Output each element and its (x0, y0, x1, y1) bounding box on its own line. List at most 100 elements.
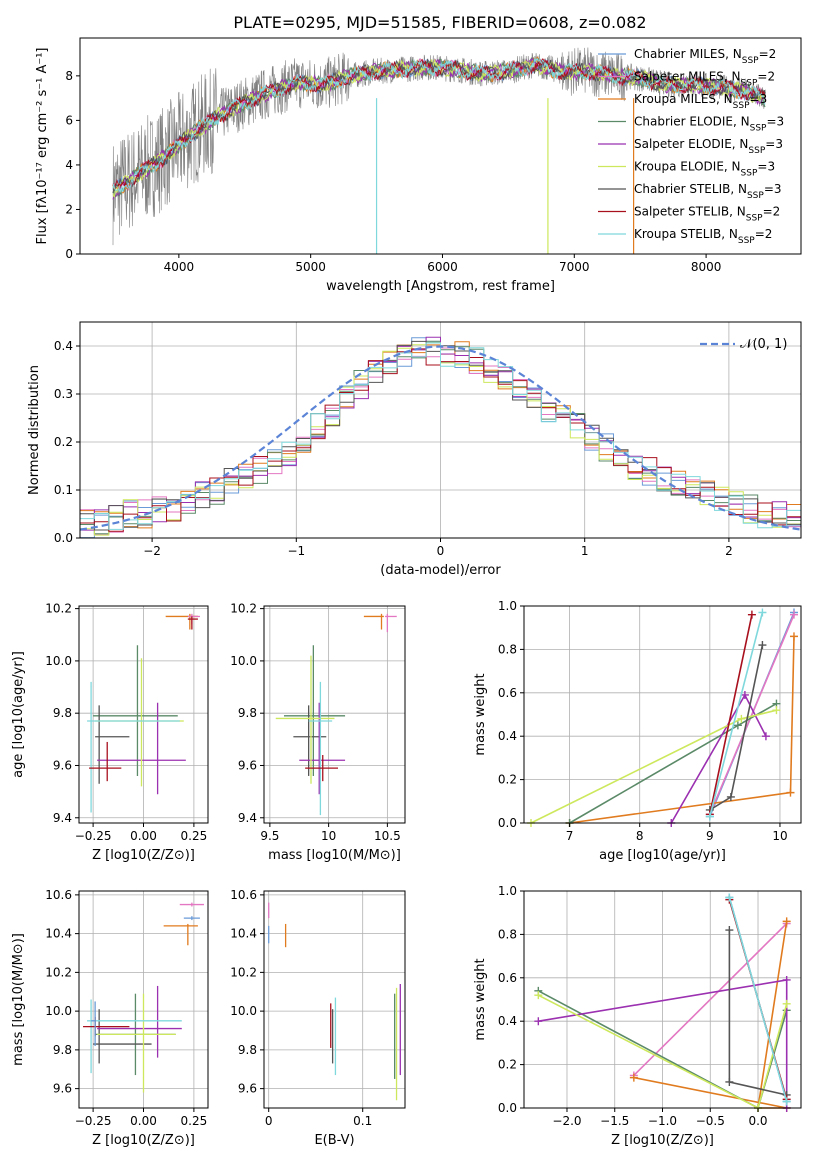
legend-label: Chabrier MILES, NSSP=2 (634, 47, 776, 66)
x-tick-label: −1 (287, 544, 305, 558)
y-tick-label: 10.2 (45, 965, 72, 979)
x-tick-label: 9.5 (260, 829, 279, 843)
legend-nssp: =3 (764, 182, 782, 196)
legend-label: Kroupa STELIB, NSSP=2 (634, 227, 772, 246)
plot-frame (79, 37, 802, 255)
y-axis-label: Normed distribution (27, 365, 42, 495)
y-tick-label: 1.0 (498, 599, 517, 613)
y-tick-label: 10.6 (45, 888, 72, 902)
y-tick-label: 0.6 (498, 971, 517, 985)
weight-series-line (569, 702, 777, 824)
y-tick-label: 0.0 (498, 1101, 517, 1115)
spectrum-data-line (112, 47, 766, 246)
legend-subscript: SSP (746, 214, 763, 224)
weight-series-line (530, 709, 777, 824)
x-tick-label: 5000 (295, 260, 326, 274)
legend-nssp: =3 (766, 115, 784, 129)
y-tick-label: 10.0 (45, 654, 72, 668)
y-tick-label: 9.4 (53, 811, 72, 825)
age-vs-metallicity-panel: −0.25 0.00 0.25 9.4 9.6 9.8 10.0 10.2 Z [log10(Z… (11, 602, 209, 863)
x-tick-label: 0.00 (130, 1114, 157, 1128)
y-tick-label: 1.0 (498, 884, 517, 898)
weight-point-marker (786, 788, 795, 797)
x-axis-label: Z [log10(Z/Z⊙)] (611, 1133, 714, 1148)
x-tick-label: 0.00 (130, 829, 157, 843)
y-tick-label: 6 (65, 113, 73, 127)
weight-vs-age-panel: 7 8 9 10 0.0 0.2 0.4 0.6 0.8 1.0 age [log10(age/yr… (473, 599, 802, 863)
x-tick-label: −2 (143, 544, 161, 558)
y-tick-label: 9.8 (238, 706, 257, 720)
weight-point-marker (782, 917, 791, 926)
y-tick-label: 10.2 (230, 965, 257, 979)
legend-nssp: =2 (763, 205, 781, 219)
x-axis-label: wavelength [Angstrom, rest frame] (326, 279, 555, 294)
y-tick-label: 0.2 (54, 435, 73, 449)
y-tick-label: 0 (65, 247, 73, 261)
y-axis-label: Flux [fλ10⁻¹⁷ erg cm⁻² s⁻¹ A⁻¹] (35, 48, 50, 245)
x-tick-label: 0.0 (748, 1114, 767, 1128)
y-tick-label: 0.4 (54, 339, 73, 353)
age-vs-mass-panel: 9.5 10 10.5 9.4 9.6 9.8 10.0 10.2 mass [log10(M/… (230, 602, 406, 863)
weight-point-marker (747, 610, 756, 619)
y-tick-label: 0.8 (498, 927, 517, 941)
weight-series-line (709, 612, 764, 817)
y-tick-label: 0.3 (54, 387, 73, 401)
weight-point-marker (705, 812, 714, 821)
x-tick-label: 10.5 (374, 829, 401, 843)
x-tick-label: 0 (437, 544, 445, 558)
y-tick-label: 4 (65, 158, 73, 172)
x-tick-label: 1 (581, 544, 589, 558)
weight-series-line (709, 614, 753, 815)
legend-nssp: =2 (759, 47, 777, 61)
weight-point-marker (761, 732, 770, 741)
x-tick-label: −2.0 (552, 1114, 581, 1128)
y-axis-label: age [log10(age/yr)] (11, 651, 26, 778)
y-tick-label: 9.4 (238, 811, 257, 825)
plot-frame (263, 605, 406, 824)
plot-frame (523, 605, 802, 824)
model-fit-salpeter_elodie (112, 57, 766, 200)
y-tick-label: 10.2 (45, 602, 72, 616)
weight-series-line (569, 636, 795, 824)
y-tick-label: 2 (65, 202, 73, 216)
legend-subscript: SSP (741, 169, 758, 179)
legend-label: Chabrier ELODIE, NSSP=3 (634, 115, 784, 134)
weight-point-marker (733, 721, 742, 730)
legend-subscript: SSP (738, 236, 755, 246)
weight-point-marker (758, 641, 767, 650)
mass-vs-metallicity-panel: −0.25 0.00 0.25 9.6 9.8 10.0 10.2 10.4 10.6 Z [lo… (11, 888, 209, 1148)
x-axis-label: Z [log10(Z/Z⊙)] (92, 1133, 195, 1148)
weight-series-line (633, 922, 788, 1077)
legend-label: Chabrier STELIB, NSSP=3 (634, 182, 782, 201)
y-tick-label: 9.8 (53, 1043, 72, 1057)
y-tick-label: 9.6 (238, 758, 257, 772)
x-tick-label: 2 (725, 544, 733, 558)
figure-title: PLATE=0295, MJD=51585, FIBERID=0608, z=0… (233, 13, 646, 32)
x-tick-label: −1.5 (600, 1114, 629, 1128)
weight-point-marker (789, 632, 798, 641)
x-tick-label: 10 (321, 829, 336, 843)
y-tick-label: 10.4 (45, 927, 72, 941)
legend-subscript: SSP (748, 146, 765, 156)
histogram-kroupa_stelib (79, 342, 801, 538)
weight-point-marker (737, 714, 746, 723)
x-axis-label: E(B-V) (314, 1133, 354, 1148)
legend-label: Salpeter STELIB, NSSP=2 (634, 205, 780, 224)
x-axis-label: age [log10(age/yr)] (599, 848, 726, 863)
y-tick-label: 0.4 (498, 729, 517, 743)
x-tick-label: 6000 (427, 260, 458, 274)
legend-nssp: =2 (755, 227, 773, 241)
y-axis-label: mass [log10(M/M⊙)] (11, 933, 26, 1066)
legend-subscript: SSP (741, 79, 758, 89)
weight-series-line (709, 614, 795, 815)
weight-point-marker (534, 991, 543, 1000)
x-tick-label: −0.25 (75, 1114, 112, 1128)
legend-nssp: =2 (757, 70, 775, 84)
x-tick-label: 7 (566, 829, 574, 843)
legend-label: 𝒩(0, 1) (740, 337, 787, 352)
mass-vs-ebv-panel: 0 0.1 9.6 9.8 10.0 10.2 10.4 10.6 E(B-V) (230, 888, 406, 1148)
y-tick-label: 0.6 (498, 686, 517, 700)
weight-point-marker (725, 1077, 734, 1086)
y-tick-label: 10.2 (230, 602, 257, 616)
